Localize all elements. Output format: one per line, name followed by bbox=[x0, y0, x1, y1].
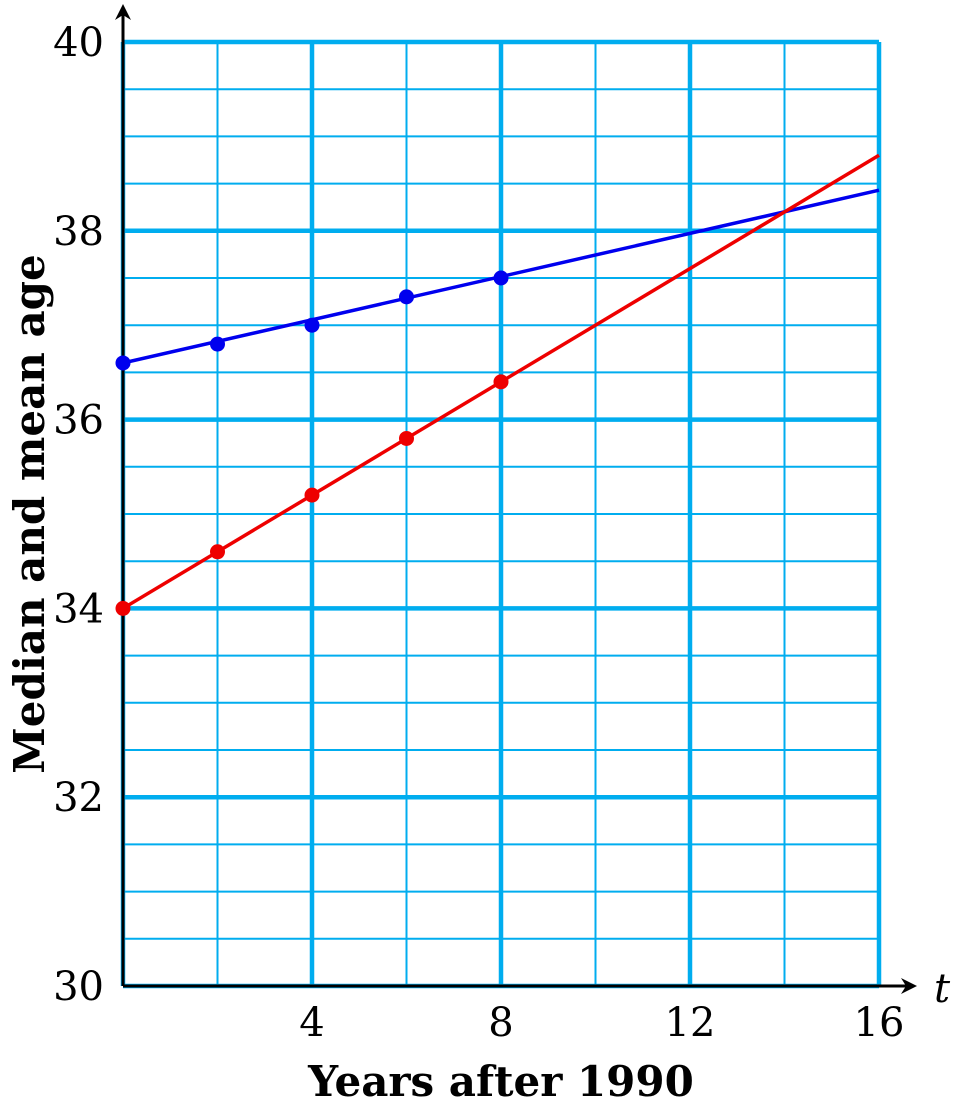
series-1-point bbox=[210, 336, 225, 352]
x-axis-variable: t bbox=[934, 966, 951, 1012]
y-tick-label: 38 bbox=[53, 209, 104, 255]
series-2-point bbox=[399, 430, 414, 446]
y-tick-label: 40 bbox=[53, 20, 104, 66]
x-tick-label: 16 bbox=[854, 1000, 905, 1046]
series-2-point bbox=[210, 544, 225, 560]
x-axis-arrow bbox=[901, 978, 917, 994]
series-2-point bbox=[115, 600, 131, 616]
x-tick-label: 4 bbox=[299, 1000, 324, 1046]
y-axis-arrow bbox=[115, 4, 131, 20]
x-tick-label: 8 bbox=[488, 1000, 513, 1046]
series-2-point bbox=[493, 374, 509, 390]
y-axis-title: Median and mean age bbox=[5, 254, 54, 773]
tick-labels: 4 8 12 16 30 32 34 36 38 40 bbox=[53, 20, 904, 1046]
series-1-point bbox=[493, 270, 509, 286]
series-2-point bbox=[304, 487, 320, 503]
y-tick-label: 34 bbox=[53, 586, 104, 632]
series-1-point bbox=[115, 355, 131, 371]
axes bbox=[115, 4, 917, 994]
series-group bbox=[115, 153, 880, 616]
series-1-point bbox=[304, 317, 320, 333]
y-tick-label: 36 bbox=[53, 398, 104, 444]
y-tick-label: 32 bbox=[53, 775, 104, 821]
series-1-point bbox=[399, 289, 414, 305]
x-axis-title: Years after 1990 bbox=[307, 1057, 694, 1100]
x-tick-label: 12 bbox=[665, 1000, 716, 1046]
y-tick-label: 30 bbox=[53, 964, 104, 1010]
